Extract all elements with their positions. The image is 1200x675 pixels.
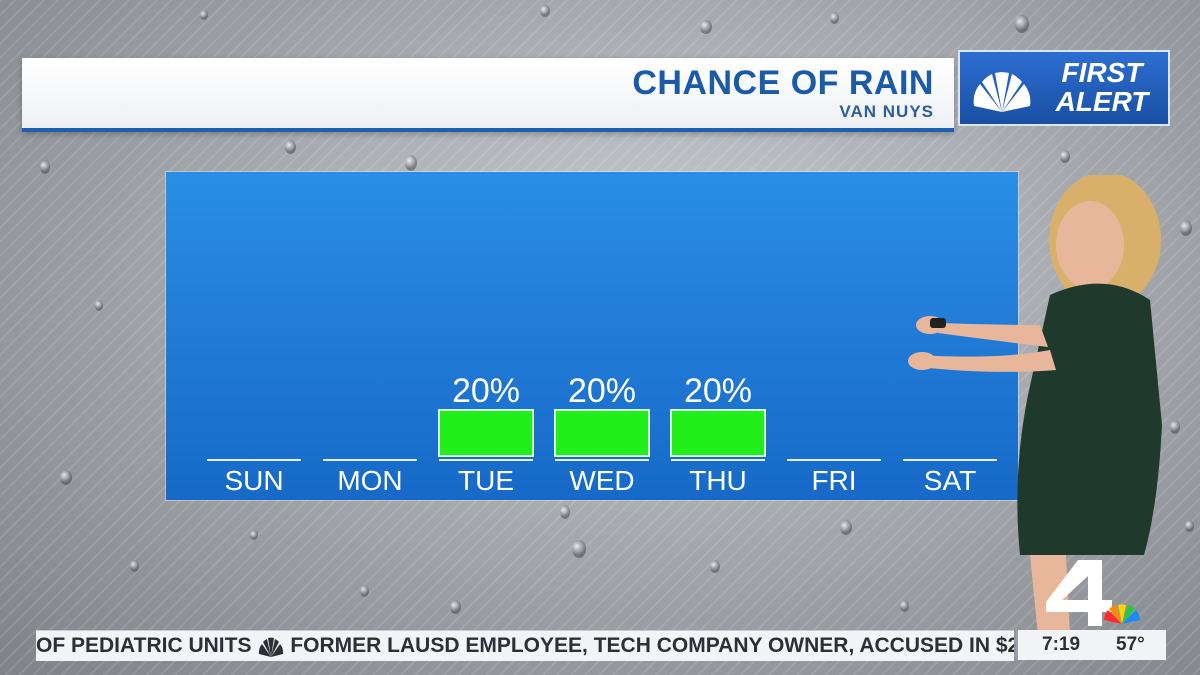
current-time: 7:19 (1042, 634, 1081, 655)
time-temp-box: 7:19 57° (1016, 630, 1166, 660)
value-label-wed: 20% (568, 372, 636, 410)
day-label-fri: FRI (811, 465, 856, 496)
first-alert-badge: FIRST ALERT (958, 50, 1170, 126)
ticker-item: FORMER LAUSD EMPLOYEE, TECH COMPANY OWNE… (290, 634, 1014, 657)
bar-thu (670, 409, 766, 457)
ticker-item: OF PEDIATRIC UNITS (36, 634, 252, 657)
badge-line-first: FIRST (1061, 57, 1143, 88)
day-label-sun: SUN (224, 465, 283, 496)
chart-panel: SUN MON TUE 20% WED 20% THU 20% FRI SAT (166, 172, 1018, 500)
badge-line-alert: ALERT (1055, 86, 1149, 117)
peacock-icon (258, 637, 284, 657)
peacock-icon (973, 72, 1031, 112)
presenter-figure (908, 175, 1162, 635)
day-label-sat: SAT (924, 465, 976, 496)
chart-title: CHANCE OF RAIN (632, 64, 934, 102)
day-label-tue: TUE (458, 465, 514, 496)
day-label-thu: THU (689, 465, 747, 496)
rain-chance-chart: SUN MON TUE 20% WED 20% THU 20% FRI SAT (207, 372, 997, 496)
day-label-wed: WED (569, 465, 634, 496)
day-label-mon: MON (337, 465, 402, 496)
value-label-thu: 20% (684, 372, 752, 410)
bar-tue (438, 409, 534, 457)
current-temperature: 57° (1116, 634, 1145, 655)
location-subtitle: VAN NUYS (839, 102, 934, 121)
channel-4-logo (1046, 560, 1140, 626)
title-banner: CHANCE OF RAIN VAN NUYS (22, 58, 954, 132)
bar-wed (554, 409, 650, 457)
news-ticker: OF PEDIATRIC UNITS FORMER LAUSD EMPLOYEE… (36, 630, 1014, 661)
value-label-tue: 20% (452, 372, 520, 410)
